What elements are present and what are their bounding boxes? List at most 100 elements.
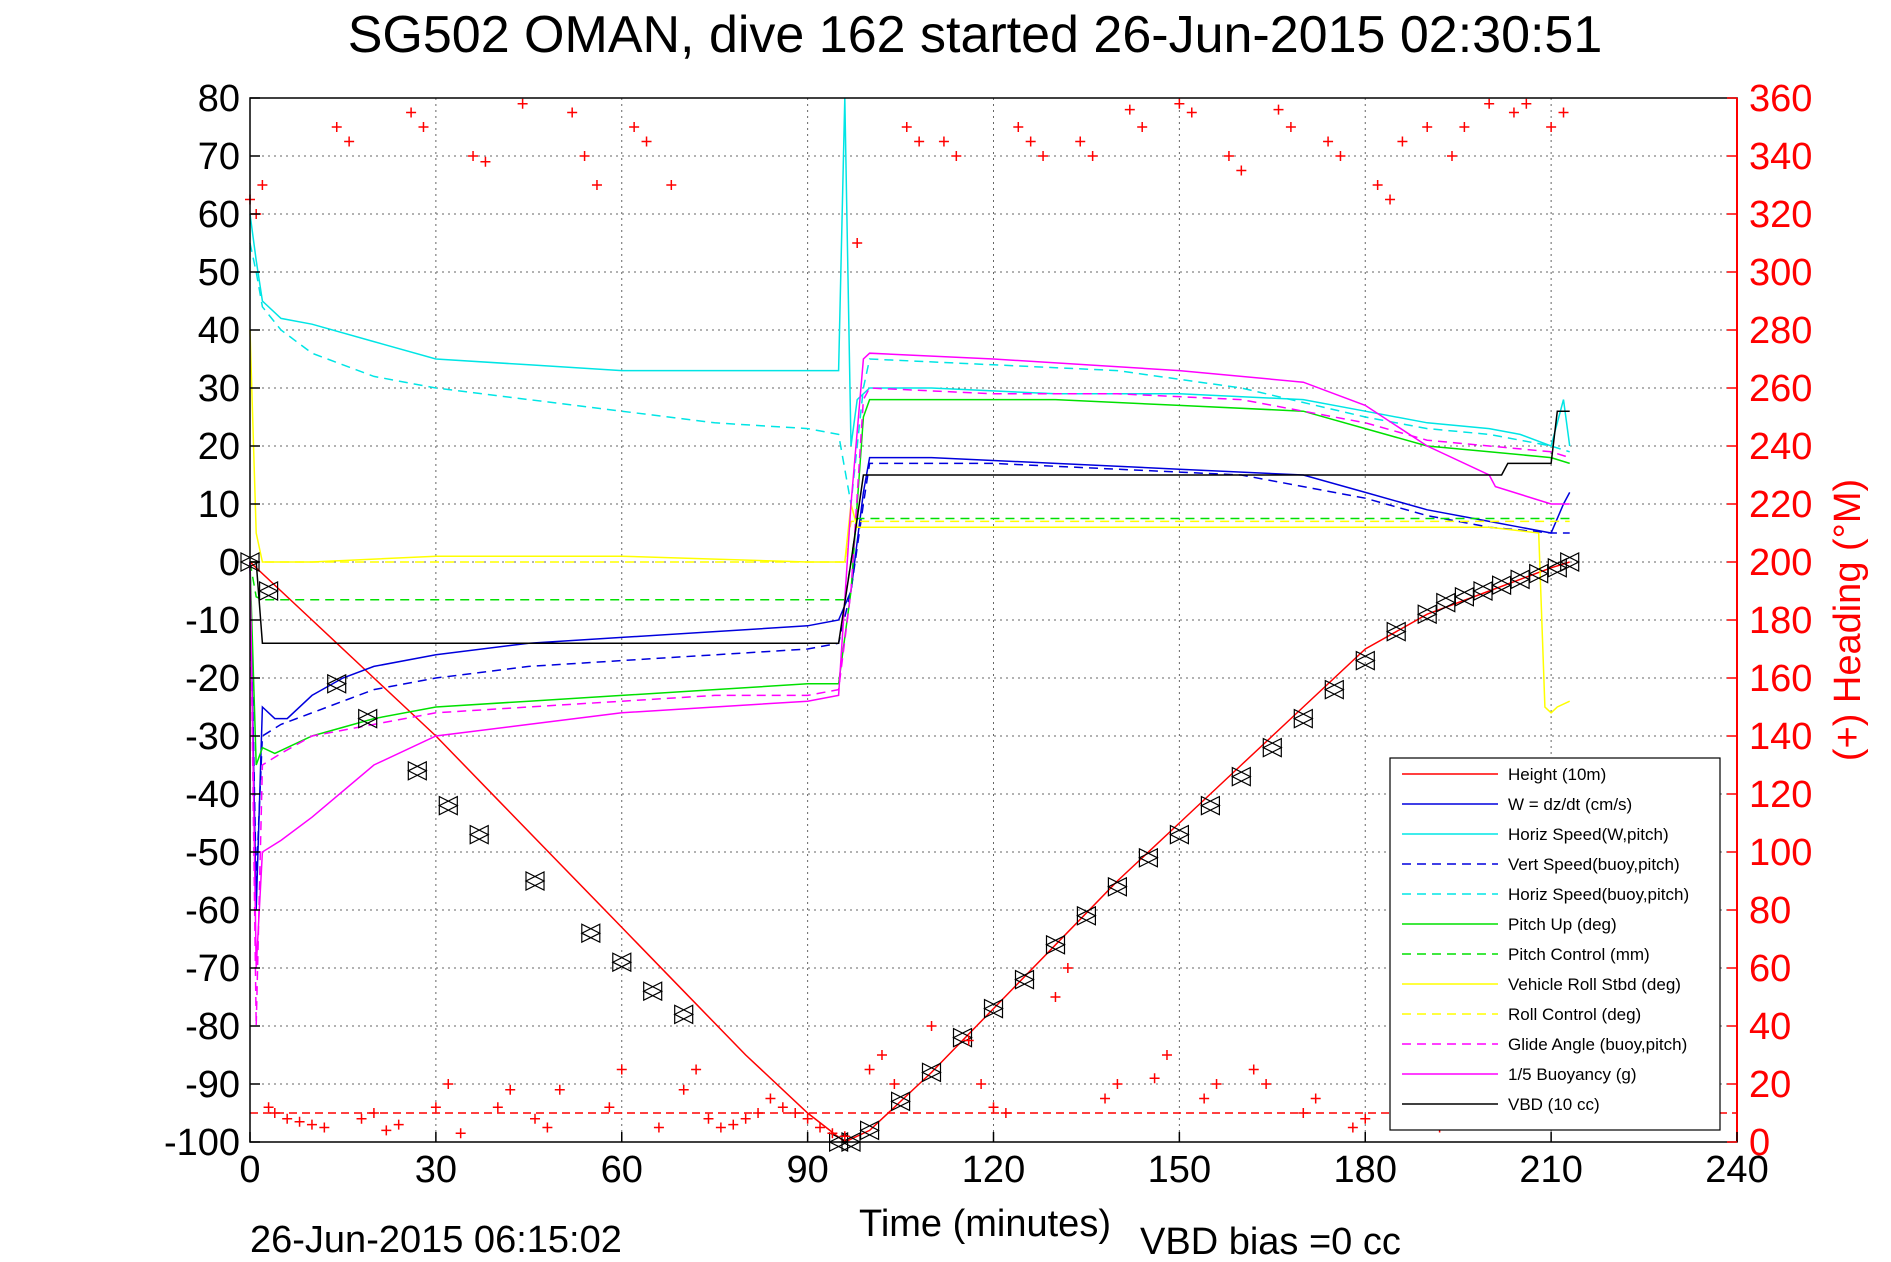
heading-point (591, 180, 602, 190)
heading-point (1062, 963, 1073, 973)
heading-point (517, 98, 528, 109)
series-line-0 (249, 561, 1570, 1143)
y-tick-label: -70 (185, 948, 240, 990)
height-marker (468, 824, 489, 845)
y-tick-label: -10 (185, 600, 240, 642)
heading-point (468, 151, 479, 161)
height-marker (611, 952, 632, 973)
x-tick-label: 150 (1148, 1149, 1211, 1191)
heading-point (815, 1122, 826, 1133)
height-marker (1528, 563, 1549, 584)
heading-point (988, 1102, 999, 1113)
heading-point (1261, 1079, 1272, 1089)
series-line-5 (249, 398, 1570, 766)
height-marker (524, 871, 545, 891)
heading-point (951, 151, 962, 161)
heading-point (876, 1050, 887, 1060)
heading-point (691, 1064, 702, 1075)
heading-point (393, 1119, 404, 1130)
heading-point (554, 1084, 565, 1095)
legend-label-3: Vert Speed(buoy,pitch) (1508, 855, 1680, 874)
y2-axis-label: (+) Heading (°M) (1827, 479, 1869, 761)
x-tick-label: 180 (1334, 1149, 1397, 1191)
y2-tick-label: 80 (1749, 890, 1791, 932)
legend-label-6: Pitch Control (mm) (1508, 945, 1650, 964)
y-tick-label: 80 (198, 78, 240, 120)
heading-point (567, 107, 578, 118)
heading-point (728, 1119, 739, 1130)
y-tick-label: 30 (198, 368, 240, 410)
heading-point (1075, 136, 1086, 147)
heading-point (777, 1102, 788, 1113)
height-marker (1559, 552, 1580, 572)
y2-tick-label: 200 (1749, 542, 1812, 584)
heading-point (1174, 98, 1185, 109)
height-marker (859, 1120, 880, 1141)
heading-point (1546, 122, 1557, 132)
heading-point (914, 136, 925, 147)
footer-timestamp: 26-Jun-2015 06:15:02 (250, 1219, 622, 1261)
heading-point (1248, 1064, 1259, 1075)
heading-point (282, 1113, 293, 1124)
y-tick-label: -100 (164, 1122, 240, 1164)
y2-tick-label: 140 (1749, 716, 1812, 758)
heading-point (715, 1122, 726, 1133)
heading-point (1484, 98, 1495, 109)
heading-point (1050, 992, 1061, 1002)
heading-point (1273, 104, 1284, 115)
height-marker (1169, 824, 1190, 845)
heading-point (864, 1064, 875, 1075)
heading-point (530, 1113, 541, 1124)
y-tick-label: -20 (185, 658, 240, 700)
heading-point (1199, 1093, 1210, 1104)
heading-point (1100, 1093, 1111, 1104)
series-line-4 (249, 242, 1570, 505)
x-axis-label: Time (minutes) (859, 1203, 1111, 1245)
height-marker (673, 1004, 694, 1025)
y-tick-label: 70 (198, 136, 240, 178)
heading-point (616, 1064, 627, 1075)
heading-point (1112, 1079, 1123, 1089)
chart-title: SG502 OMAN, dive 162 started 26-Jun-2015… (348, 6, 1603, 64)
heading-point (1446, 151, 1457, 161)
heading-point (839, 1131, 850, 1142)
heading-point (579, 151, 590, 161)
heading-point (1236, 165, 1247, 176)
heading-point (430, 1102, 441, 1113)
heading-point (1285, 122, 1296, 132)
y2-tick-label: 240 (1749, 426, 1812, 468)
y2-tick-label: 280 (1749, 310, 1812, 352)
height-marker (952, 1027, 973, 1048)
heading-point (901, 122, 912, 132)
heading-point (1000, 1108, 1011, 1118)
heading-point (1323, 136, 1334, 147)
heading-point (263, 1102, 274, 1113)
legend-label-7: Vehicle Roll Stbd (deg) (1508, 975, 1681, 994)
y-tick-label: -80 (185, 1006, 240, 1048)
y-tick-label: 0 (219, 542, 240, 584)
heading-point (653, 1122, 664, 1133)
heading-point (368, 1108, 379, 1118)
legend-box (1389, 757, 1721, 1131)
legend-label-4: Horiz Speed(buoy,pitch) (1508, 885, 1689, 904)
heading-point (740, 1113, 751, 1124)
heading-point (678, 1084, 689, 1095)
heading-point (641, 136, 652, 147)
y2-tick-label: 100 (1749, 832, 1812, 874)
heading-point (1397, 136, 1408, 147)
heading-point (938, 136, 949, 147)
heading-point (1360, 1113, 1371, 1124)
y-tick-label: 60 (198, 194, 240, 236)
heading-point (976, 1079, 987, 1089)
heading-point (480, 156, 491, 167)
heading-point (1347, 1122, 1358, 1133)
height-marker (921, 1062, 942, 1083)
heading-point (790, 1108, 801, 1118)
y2-tick-label: 0 (1749, 1122, 1770, 1164)
heading-point (1508, 107, 1519, 118)
heading-point (753, 1108, 764, 1118)
heading-point (827, 1128, 838, 1139)
heading-point (1161, 1050, 1172, 1060)
legend: Height (10m) W = dz/dt (cm/s) Horiz Speed(… (1389, 757, 1721, 1131)
legend-label-8: Roll Control (deg) (1508, 1005, 1641, 1024)
